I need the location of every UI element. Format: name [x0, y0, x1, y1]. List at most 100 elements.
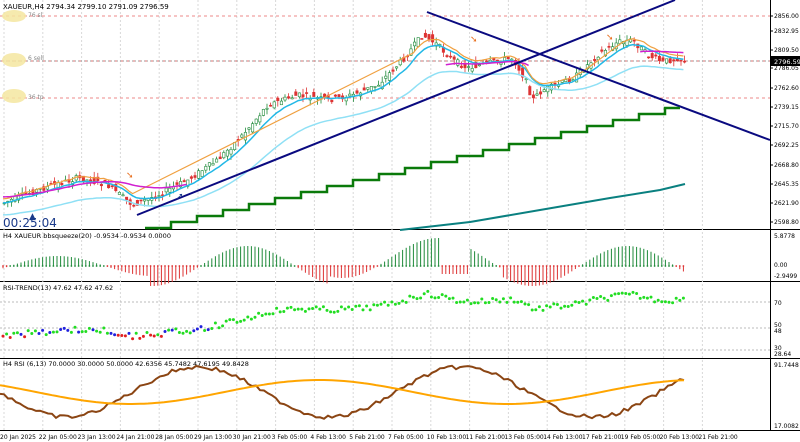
bbs-dot: [84, 265, 87, 267]
rsi-trend-label-low: 28.64: [774, 351, 791, 358]
candle-body: [229, 148, 233, 155]
bbs-dot: [207, 265, 210, 267]
bbsqueeze-pane[interactable]: [0, 230, 770, 280]
candle-body: [215, 158, 219, 163]
bbs-dot: [70, 265, 73, 267]
candle-body: [528, 86, 532, 96]
current-price-label: 2796.59: [774, 58, 800, 66]
rsi-trend-dot: [422, 292, 426, 296]
price-label: 2598.80: [774, 219, 799, 226]
order-marker[interactable]: [2, 53, 26, 67]
trendline-down[interactable]: [426, 11, 771, 141]
time-label: 22 Jan 05:00: [39, 434, 77, 441]
bbs-dot: [228, 265, 231, 267]
rsi-trend-pane[interactable]: [0, 282, 770, 357]
rsi-trend-dot: [206, 328, 210, 332]
h4-rsi-pane[interactable]: [0, 359, 770, 430]
bbs-dot: [336, 265, 339, 267]
rsi-trend-dot: [411, 295, 415, 299]
bbs-dot: [495, 265, 498, 267]
bbs-dot: [236, 265, 238, 267]
bbs-dot: [603, 265, 606, 267]
rsi-trend-dot: [66, 328, 70, 332]
candle-body: [348, 93, 352, 97]
h4-rsi-label-high: 91.7448: [774, 362, 799, 369]
rsi-trend-dot: [512, 300, 516, 304]
rsi-trend-dot: [458, 300, 462, 304]
bbs-dot: [423, 265, 426, 267]
candle-body: [395, 66, 399, 69]
sell-arrow-icon: ➘: [606, 33, 614, 43]
order-marker[interactable]: [2, 89, 26, 103]
rsi-trend-dot: [620, 291, 624, 295]
bbs-dot: [412, 265, 415, 267]
bbs-dot: [99, 265, 102, 267]
price-label: 2832.95: [774, 28, 799, 35]
bbs-dot: [459, 265, 462, 267]
candle-body: [449, 55, 453, 58]
rsi-trend-dot: [134, 331, 138, 335]
candle-body: [427, 34, 431, 40]
candle-body: [337, 94, 341, 97]
rsi-trend-dot: [84, 330, 88, 334]
bbs-dot: [81, 265, 84, 267]
rsi-trend-dot: [210, 326, 214, 330]
bbs-dot: [455, 265, 458, 267]
bbs-dot: [311, 265, 314, 267]
candle-body: [265, 107, 269, 110]
candle-body: [189, 176, 193, 179]
rsi-trend-dot: [12, 331, 16, 335]
rsi-trend-dot: [548, 305, 552, 309]
candle-body: [121, 194, 125, 197]
bbs-dot: [506, 265, 508, 267]
bbs-dot: [239, 265, 242, 267]
rsi-trend-dot: [606, 298, 610, 302]
bbs-dot: [218, 265, 220, 267]
bbs-dot: [365, 265, 368, 267]
candle-body: [283, 96, 287, 101]
order-marker[interactable]: [2, 10, 26, 22]
bbs-dot: [470, 265, 472, 267]
bbs-dot: [387, 265, 390, 267]
bbs-dot: [534, 265, 537, 267]
bbs-dot: [52, 265, 55, 267]
rsi-trend-dot: [624, 291, 628, 295]
candle-body: [279, 100, 283, 106]
rsi-trend-dot: [383, 300, 387, 304]
rsi-trend-dot: [426, 289, 430, 293]
rsi-trend-dot: [483, 301, 487, 305]
rsi-trend-dot: [325, 308, 329, 312]
bbsqueeze-histogram: [2, 238, 685, 286]
rsi-trend-dot: [465, 298, 469, 302]
trendline-up[interactable]: [136, 0, 676, 216]
bbs-dot: [308, 265, 310, 267]
bbs-dot: [358, 265, 361, 267]
bbs-dot: [369, 265, 372, 267]
bbs-dot: [581, 265, 584, 267]
candle-body: [333, 94, 337, 97]
tp-label: 36 tp: [28, 94, 44, 101]
rsi-trend-dot: [192, 329, 196, 333]
bbs-dot: [92, 265, 94, 267]
rsi-trend-dot: [80, 330, 84, 334]
rsi-trend-dot: [249, 317, 253, 321]
bbs-dot: [552, 265, 555, 267]
bbs-label-zero: 0.00: [774, 262, 788, 269]
rsi-trend-dot: [260, 313, 264, 317]
candle-body: [355, 90, 359, 94]
candle-body: [161, 194, 165, 197]
bbs-dot: [5, 265, 8, 267]
bbs-dot: [110, 265, 112, 267]
bbs-dot: [347, 265, 350, 267]
rsi-trend-dot: [393, 302, 397, 306]
candle-body: [157, 195, 161, 197]
rsi-trend-dot: [329, 310, 333, 314]
rsi-trend-dot: [188, 331, 192, 335]
candle-body: [459, 65, 463, 68]
bbs-dot: [250, 265, 253, 267]
rsi-trend-label-30: 30: [774, 345, 782, 352]
chart-header: XAUEUR,H4 2794.34 2799.10 2791.09 2796.5…: [3, 3, 169, 11]
rsi-trend-dot: [282, 310, 286, 314]
candle-body: [531, 94, 535, 99]
